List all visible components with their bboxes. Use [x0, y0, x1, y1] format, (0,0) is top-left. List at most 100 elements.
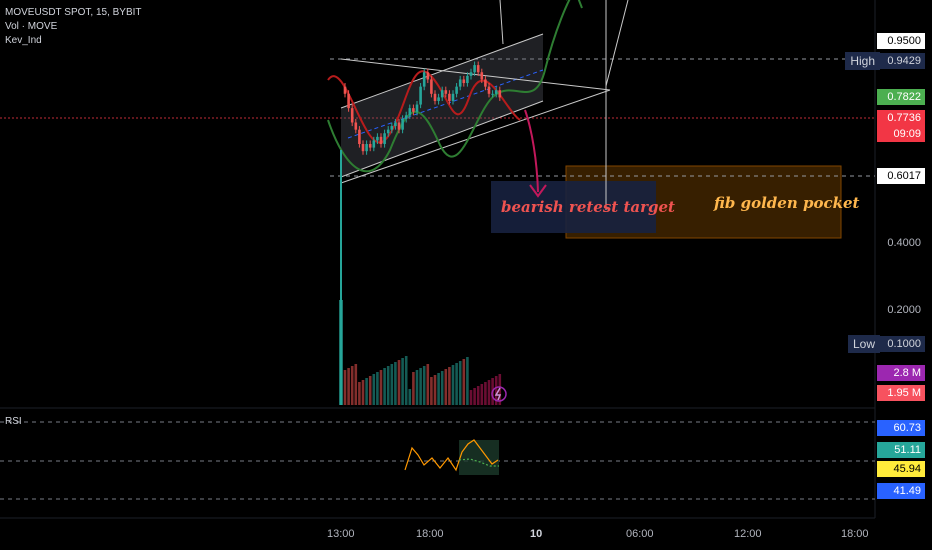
volume-label-2: 1.95 M [877, 385, 925, 401]
candle-body [462, 79, 466, 84]
bearish-retest-box [491, 181, 656, 233]
volume-bar [386, 366, 390, 405]
price-label-fib: 0.6017 [877, 168, 925, 184]
green-wave [327, 0, 571, 173]
candle-body [437, 97, 440, 101]
candle-body [368, 144, 372, 148]
candle-body [408, 108, 412, 116]
price-label-last: 0.7822 [877, 89, 925, 105]
candle-body [448, 93, 451, 101]
candle-body [487, 86, 491, 94]
candle-body [433, 93, 437, 101]
volume-bar [473, 388, 476, 405]
candle-body [426, 72, 430, 80]
volume-bar [433, 375, 437, 405]
volume-bar [401, 358, 404, 405]
candle-body [354, 122, 358, 130]
candle-body [494, 90, 498, 94]
time-label-1200: 12:00 [734, 528, 762, 540]
green-arrow [566, 0, 583, 9]
price-label-0200: 0.2000 [887, 304, 921, 316]
volume-legend[interactable]: Vol · MOVE [5, 21, 58, 32]
price-label-current: 0.7736 [877, 110, 925, 126]
rsi-label-1: 60.73 [877, 420, 925, 436]
volume-bar [350, 366, 354, 405]
volume-bar [354, 364, 358, 405]
volume-bar [469, 390, 473, 405]
candle-body [422, 72, 426, 87]
volume-bar [462, 359, 466, 405]
candle-body [430, 79, 433, 94]
candle-body [451, 93, 455, 101]
rsi-highlight-box [459, 440, 499, 475]
rsi-legend[interactable]: RSI [5, 416, 22, 427]
volume-bar [365, 378, 368, 405]
price-label-0950: 0.9500 [877, 33, 925, 49]
candle-body [440, 90, 444, 98]
candle-body [390, 126, 394, 130]
candle-body [469, 72, 473, 76]
volume-bar [347, 368, 350, 405]
candle-body [394, 122, 397, 127]
volume-bar [480, 384, 484, 405]
indicator-legend[interactable]: Kev_Ind [5, 35, 42, 46]
volume-bar [494, 376, 498, 405]
candle-body [347, 93, 350, 109]
rsi-label-2: 51.11 [877, 442, 925, 458]
candle-body [365, 144, 368, 152]
countdown-label: 09:09 [877, 126, 925, 142]
symbol-legend[interactable]: MOVEUSDT SPOT, 15, BYBIT [5, 7, 142, 18]
triangle-top [340, 58, 611, 91]
candle-body [491, 93, 494, 95]
upper-line [499, 0, 504, 45]
volume-bar [448, 367, 451, 405]
volume-bar [437, 373, 440, 405]
volume-bar [451, 365, 455, 405]
volume-bar [444, 369, 448, 405]
volume-bar [419, 368, 422, 405]
volume-bar [412, 372, 415, 405]
volume-bar [430, 377, 433, 405]
candle-body [404, 115, 408, 119]
candle-body [383, 133, 386, 145]
volume-bar [397, 360, 401, 405]
rsi-label-4: 41.49 [877, 483, 925, 499]
volume-bar [415, 370, 419, 405]
volume-bar [394, 362, 397, 405]
candle-body [473, 65, 476, 73]
candle-body [415, 104, 419, 112]
volume-bar [376, 372, 379, 405]
bearish-arrow-head [529, 184, 547, 198]
volume-bar [426, 364, 430, 405]
candle-body [343, 86, 347, 94]
time-label-1800: 18:00 [416, 528, 444, 540]
candle-body [484, 79, 487, 87]
high-tag: High [845, 52, 880, 70]
rsi-line [404, 439, 499, 472]
volume-bar [440, 371, 444, 405]
time-label-0600: 06:00 [626, 528, 654, 540]
volume-bar [358, 382, 361, 405]
volume-bar [408, 389, 412, 405]
volume-bar [484, 382, 487, 405]
volume-bar [390, 364, 394, 405]
candle-body [455, 86, 458, 94]
volume-bar [458, 361, 462, 405]
lightning-icon [491, 386, 507, 402]
candle-body [361, 144, 365, 152]
candle-body [386, 129, 390, 134]
volume-bar [372, 374, 376, 405]
volume-bar [404, 356, 408, 405]
channel-lower [340, 100, 544, 178]
price-label-0400: 0.4000 [887, 237, 921, 249]
volume-bar [343, 370, 347, 405]
volume-bar [361, 380, 365, 405]
candle-body [401, 118, 404, 130]
rsi-ma-line [458, 458, 499, 467]
volume-bar [466, 357, 469, 405]
candle-body [376, 136, 379, 141]
candle-body [480, 72, 484, 80]
time-label-1800b: 18:00 [841, 528, 869, 540]
